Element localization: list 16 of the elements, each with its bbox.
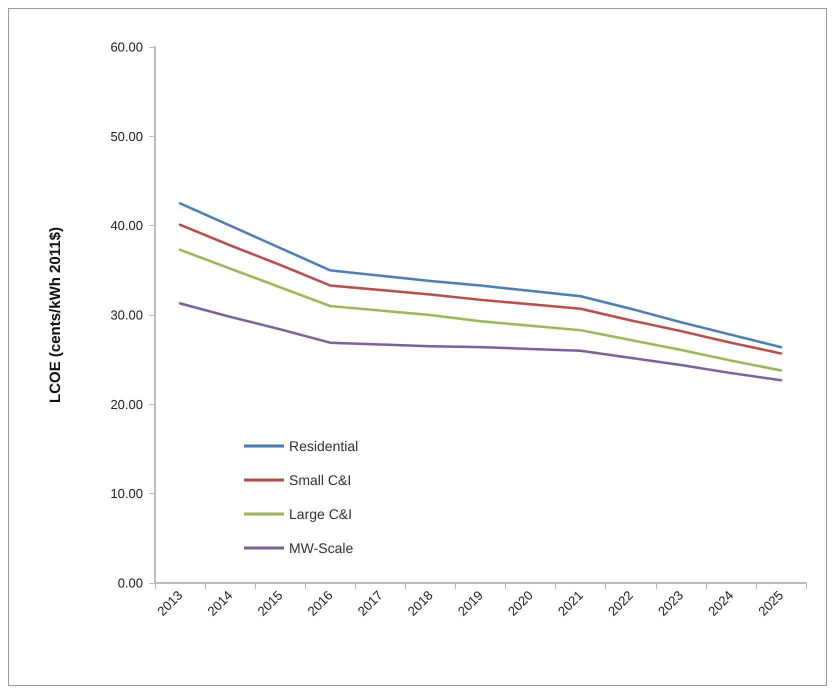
legend-label: Residential <box>289 438 358 454</box>
line-series <box>178 302 782 382</box>
line-series <box>178 202 782 348</box>
y-tick-label: 60.00 <box>110 40 143 54</box>
y-tick-label: 10.00 <box>110 486 143 502</box>
y-tick-label: 20.00 <box>110 396 143 412</box>
y-tick-label: 50.00 <box>110 128 143 144</box>
legend-label: Small C&I <box>289 472 352 488</box>
y-axis-title: LCOE (cents/kWh 2011$) <box>47 227 64 403</box>
y-tick-label: 0.00 <box>118 576 143 590</box>
line-series <box>178 248 782 372</box>
legend-label: Large C&I <box>289 506 352 522</box>
legend-label: MW-Scale <box>289 540 354 556</box>
line-series <box>178 224 782 355</box>
y-tick-label: 40.00 <box>110 218 143 234</box>
y-tick-label: 30.00 <box>110 308 143 322</box>
